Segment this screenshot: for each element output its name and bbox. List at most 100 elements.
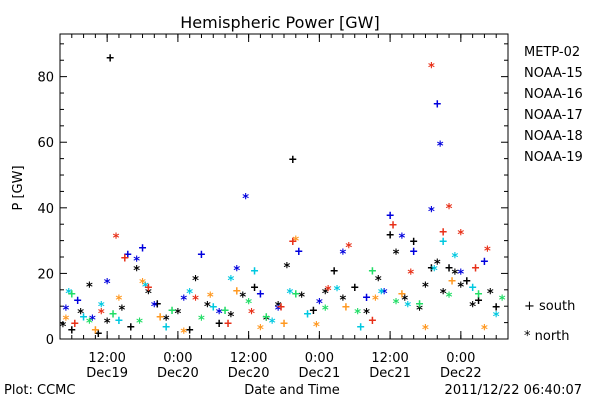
data-point: +: [439, 235, 447, 250]
x-tick-label-time: 0:00: [163, 351, 192, 366]
x-tick-label-time: 12:00: [371, 351, 408, 366]
data-point: +: [475, 294, 483, 309]
legend-entry: METP-02: [524, 45, 580, 60]
data-point: +: [342, 300, 350, 315]
legend-entry: NOAA-18: [524, 129, 583, 144]
x-tick-label-time: 12:00: [88, 351, 125, 366]
x-tick-label-time: 0:00: [305, 351, 334, 366]
data-point: *: [145, 287, 153, 302]
data-point: *: [315, 297, 323, 312]
data-point: *: [174, 307, 182, 322]
data-point: *: [162, 313, 170, 328]
data-point: *: [262, 313, 270, 328]
data-point: *: [451, 267, 459, 282]
data-point: +: [233, 284, 241, 299]
data-point: *: [198, 313, 206, 328]
data-point: *: [451, 251, 459, 266]
data-point: *: [133, 264, 141, 279]
data-point: *: [333, 284, 341, 299]
data-point: +: [410, 244, 418, 259]
data-point: +: [492, 300, 500, 315]
data-point: *: [298, 290, 306, 305]
y-tick-label: 20: [37, 267, 54, 282]
data-point: +: [198, 248, 206, 263]
data-point: *: [469, 300, 477, 315]
data-point: +: [472, 261, 480, 276]
data-point: *: [345, 241, 353, 256]
data-point: +: [209, 300, 217, 315]
data-point: *: [422, 281, 430, 296]
data-point: +: [251, 281, 259, 296]
data-point: *: [245, 297, 253, 312]
data-point: *: [192, 274, 200, 289]
data-point: +: [168, 303, 176, 318]
y-tick-label: 60: [37, 136, 54, 151]
data-point: +: [74, 294, 82, 309]
data-point: +: [186, 323, 194, 338]
data-point: *: [339, 294, 347, 309]
data-point: *: [59, 320, 67, 335]
data-point: +: [109, 307, 117, 322]
data-point: *: [392, 297, 400, 312]
data-point: +: [257, 287, 265, 302]
data-points: * +**+*+*+**+* *+**+ **+***+*+*+*+**+**+**+…: [59, 51, 506, 341]
data-point: +: [224, 317, 232, 332]
data-point: +: [469, 281, 477, 296]
data-point: *: [445, 202, 453, 217]
data-point: +: [156, 310, 164, 325]
data-point: *: [427, 61, 435, 76]
data-point: *: [398, 231, 406, 246]
data-point: *: [427, 205, 435, 220]
chart-title: Hemispheric Power [GW]: [180, 13, 379, 32]
data-point: *: [457, 281, 465, 296]
data-point: *: [150, 300, 158, 315]
data-point: *: [268, 317, 276, 332]
data-point: +: [310, 303, 318, 318]
data-point: *: [486, 287, 494, 302]
data-point: +: [280, 317, 288, 332]
data-point: *: [363, 307, 371, 322]
data-point: +: [363, 290, 371, 305]
data-point: +: [153, 297, 161, 312]
data-point: *: [292, 235, 300, 250]
data-point: *: [457, 228, 465, 243]
series-noaa-15: *+**+ *+* *+***+*+**+ *+*+*+**+: [62, 97, 489, 328]
data-point: *: [136, 317, 144, 332]
data-point: +: [289, 153, 297, 168]
data-point: +: [94, 326, 102, 341]
data-point: *: [186, 287, 194, 302]
legend: METP-02 NOAA-15 NOAA-16 NOAA-17 NOAA-18 NOAA-…: [524, 45, 583, 344]
x-axis-label: Date and Time: [244, 383, 340, 398]
data-point: *: [203, 300, 211, 315]
data-point: +: [439, 225, 447, 240]
data-point: *: [401, 294, 409, 309]
data-point: *: [62, 303, 70, 318]
data-point: +: [433, 97, 441, 112]
x-tick-label-time: 12:00: [230, 351, 267, 366]
x-tick-label-date: Dec20: [228, 366, 270, 381]
data-point: *: [324, 284, 332, 299]
data-point: *: [404, 300, 412, 315]
data-point: *: [439, 287, 447, 302]
data-point: +: [357, 320, 365, 335]
x-tick-label-date: Dec21: [369, 366, 411, 381]
data-point: *: [339, 248, 347, 263]
data-point: +: [71, 317, 79, 332]
legend-entry: NOAA-15: [524, 66, 583, 81]
y-axis-label: P [GW]: [11, 165, 26, 210]
y-tick-label: 0: [46, 333, 54, 348]
data-point: *: [233, 264, 241, 279]
data-point: *: [498, 294, 506, 309]
data-point: *: [354, 307, 362, 322]
x-tick-label-date: Dec21: [299, 366, 341, 381]
data-point: +: [369, 313, 377, 328]
series-noaa-17: +*+*+*+ *++* *+* + * + *: [68, 264, 506, 331]
data-point: *: [86, 317, 94, 332]
y-tick-label: 40: [37, 202, 54, 217]
data-point: *: [492, 310, 500, 325]
data-point: +: [251, 264, 259, 279]
data-point: *: [180, 326, 188, 341]
data-point: *: [192, 294, 200, 309]
data-point: +: [463, 274, 471, 289]
